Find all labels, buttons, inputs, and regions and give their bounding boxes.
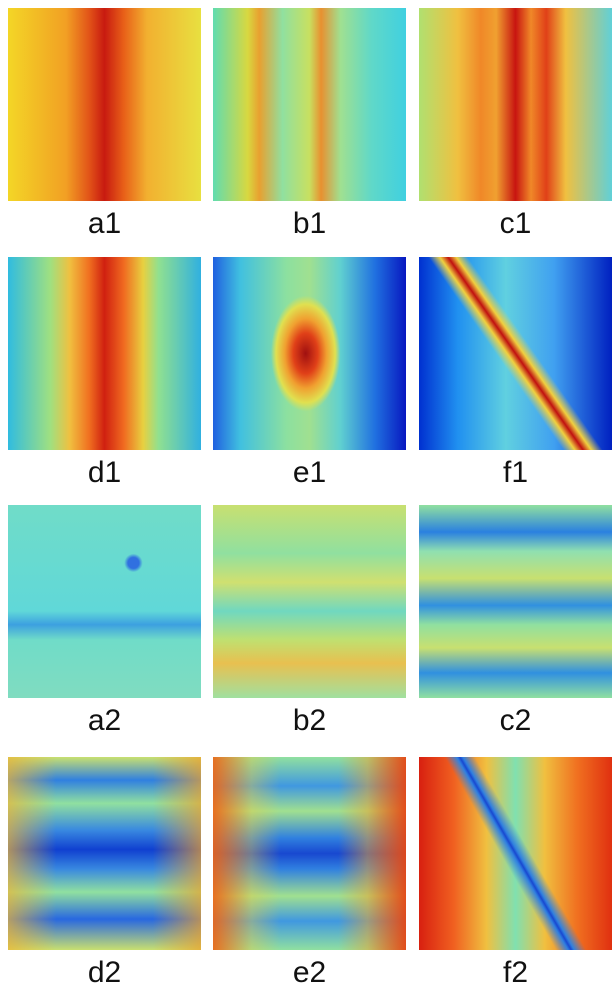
heatmap xyxy=(419,257,612,450)
panel-label: a2 xyxy=(87,704,122,737)
panel: d1 xyxy=(8,257,201,490)
panel-label: d1 xyxy=(87,456,122,489)
heatmap xyxy=(8,505,201,698)
panel: c2 xyxy=(419,505,612,738)
panel-label: b1 xyxy=(292,207,327,240)
panel-label: a1 xyxy=(87,207,122,240)
panel-label: b2 xyxy=(292,704,327,737)
heatmap xyxy=(8,8,201,201)
panel: e2 xyxy=(213,757,406,990)
panel: b1 xyxy=(213,8,406,241)
panel: a2 xyxy=(8,505,201,738)
heatmap xyxy=(213,257,406,450)
heatmap xyxy=(419,505,612,698)
panel-label: d2 xyxy=(87,956,122,989)
heatmap xyxy=(213,8,406,201)
heatmap xyxy=(419,757,612,950)
heatmap xyxy=(419,8,612,201)
panel-label: e1 xyxy=(292,456,327,489)
panel: f1 xyxy=(419,257,612,490)
heatmap xyxy=(8,757,201,950)
heatmap xyxy=(8,257,201,450)
heatmap xyxy=(213,505,406,698)
panel: b2 xyxy=(213,505,406,738)
panel-label: c1 xyxy=(499,207,532,240)
panel-label: c2 xyxy=(499,704,532,737)
panel: c1 xyxy=(419,8,612,241)
panel: a1 xyxy=(8,8,201,241)
heatmap xyxy=(213,757,406,950)
panel-label: f1 xyxy=(502,456,529,489)
panel: e1 xyxy=(213,257,406,490)
panel-label: e2 xyxy=(292,956,327,989)
panel-label: f2 xyxy=(502,956,529,989)
panel: f2 xyxy=(419,757,612,990)
panel: d2 xyxy=(8,757,201,990)
